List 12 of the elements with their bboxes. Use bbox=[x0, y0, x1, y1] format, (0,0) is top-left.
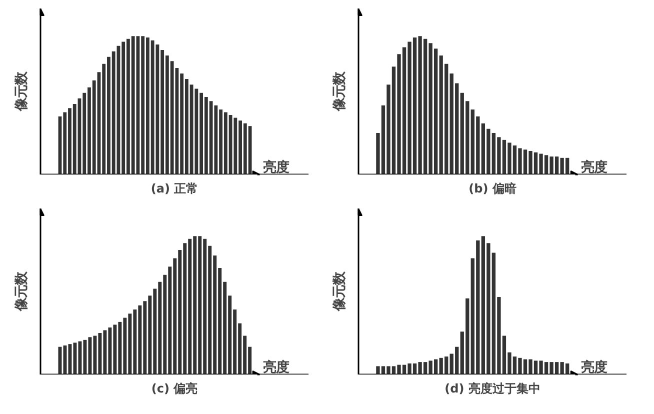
text: (b) 偏暗 bbox=[468, 182, 516, 196]
y-axis-title: 像元数 bbox=[14, 271, 30, 312]
x-axis-title: 亮度 bbox=[262, 360, 289, 376]
y-axis-title: 像元数 bbox=[332, 71, 348, 112]
x-axis-title: 亮度 bbox=[580, 360, 607, 376]
text: (d) 亮度过于集中 bbox=[444, 382, 540, 396]
text: (c) 偏亮 bbox=[151, 382, 198, 396]
y-axis-title: 像元数 bbox=[332, 271, 348, 312]
y-axis-title: 像元数 bbox=[14, 71, 30, 112]
x-axis-title: 亮度 bbox=[262, 160, 289, 176]
x-axis-title: 亮度 bbox=[580, 160, 607, 176]
text: (a) 正常 bbox=[150, 182, 198, 196]
